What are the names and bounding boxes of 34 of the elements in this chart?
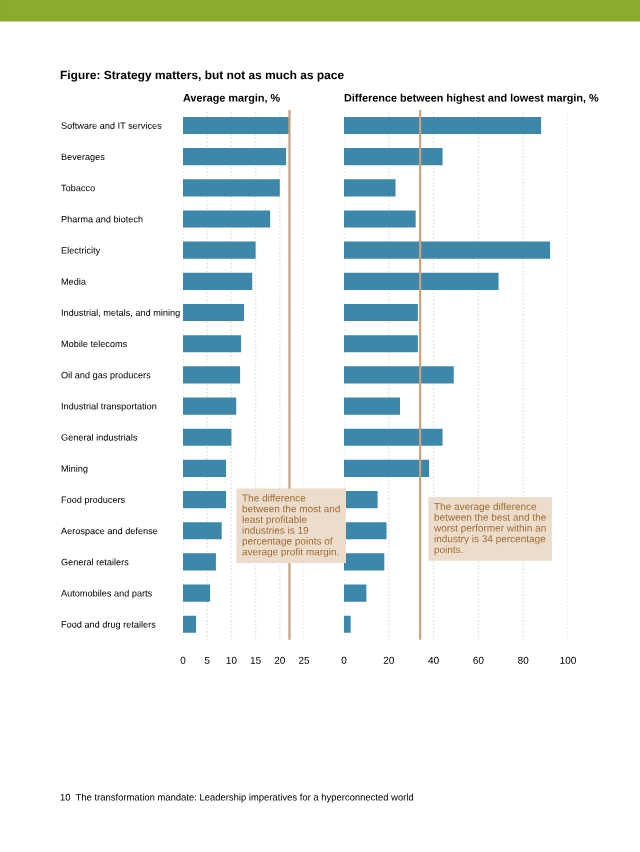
bar	[183, 491, 227, 509]
bar	[344, 116, 542, 135]
bar	[183, 522, 222, 540]
bar	[183, 179, 280, 197]
bar	[344, 428, 443, 446]
bar	[344, 303, 418, 322]
bar	[183, 272, 253, 290]
bar	[344, 553, 385, 571]
bar	[183, 335, 242, 353]
bar	[344, 272, 499, 290]
bar	[344, 148, 443, 166]
bar	[183, 397, 237, 415]
bar	[344, 522, 387, 540]
bar	[183, 366, 241, 384]
bar	[344, 241, 551, 259]
bar	[183, 148, 287, 166]
bar	[183, 241, 256, 259]
bar	[183, 210, 271, 228]
bar	[344, 366, 454, 384]
bar	[344, 584, 367, 602]
bar	[183, 553, 216, 571]
bar	[183, 303, 244, 322]
bar	[183, 459, 227, 477]
bar	[344, 615, 351, 633]
bar	[183, 116, 290, 135]
bar	[183, 584, 211, 602]
bar	[183, 428, 232, 446]
bar	[344, 397, 400, 415]
bar	[344, 179, 396, 197]
bar	[183, 615, 197, 633]
bar	[344, 210, 416, 228]
bar	[344, 335, 418, 353]
bar	[344, 459, 430, 477]
bar	[344, 491, 378, 509]
